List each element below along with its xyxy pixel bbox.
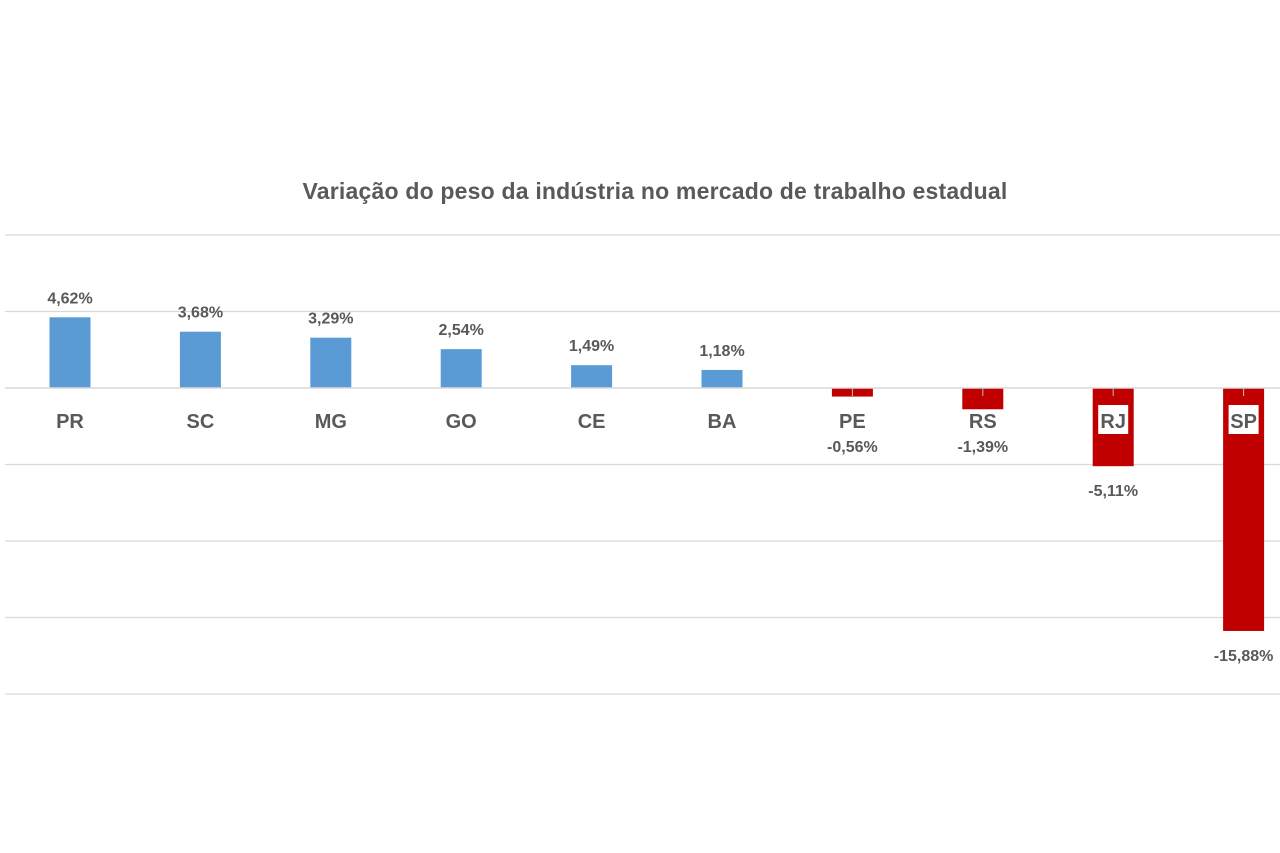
data-label-rs: -1,39%	[957, 439, 1008, 456]
bar-mg	[310, 337, 352, 388]
category-label-sc: SC	[187, 411, 215, 433]
category-label-pe: PE	[839, 411, 866, 433]
data-label-pe: -0,56%	[827, 439, 878, 456]
bar-go	[440, 349, 482, 388]
bar-ba	[701, 369, 743, 388]
data-label-pr: 4,62%	[47, 290, 92, 307]
category-label-pr: PR	[56, 411, 84, 433]
data-label-sp: -15,88%	[1214, 648, 1274, 665]
bar-ce	[571, 365, 613, 388]
category-label-ce: CE	[578, 411, 606, 433]
bar-sc	[179, 331, 221, 388]
data-label-ba: 1,18%	[699, 343, 744, 360]
category-label-box	[1098, 405, 1129, 434]
category-label-box	[1228, 405, 1259, 434]
chart-title: Variação do peso da indústria no mercado…	[302, 178, 1008, 204]
category-label-sp: SP	[1230, 411, 1257, 433]
category-label-rj: RJ	[1100, 411, 1126, 433]
data-label-mg: 3,29%	[308, 311, 353, 328]
data-label-rj: -5,11%	[1088, 483, 1138, 500]
category-label-go: GO	[446, 411, 477, 433]
data-label-ce: 1,49%	[569, 338, 614, 355]
category-label-rs: RS	[969, 411, 997, 433]
data-label-sc: 3,68%	[178, 305, 223, 322]
category-label-mg: MG	[315, 411, 347, 433]
data-label-go: 2,54%	[439, 322, 484, 339]
category-label-ba: BA	[708, 411, 737, 433]
bar-pr	[49, 317, 91, 388]
bar-rs	[962, 388, 1004, 410]
